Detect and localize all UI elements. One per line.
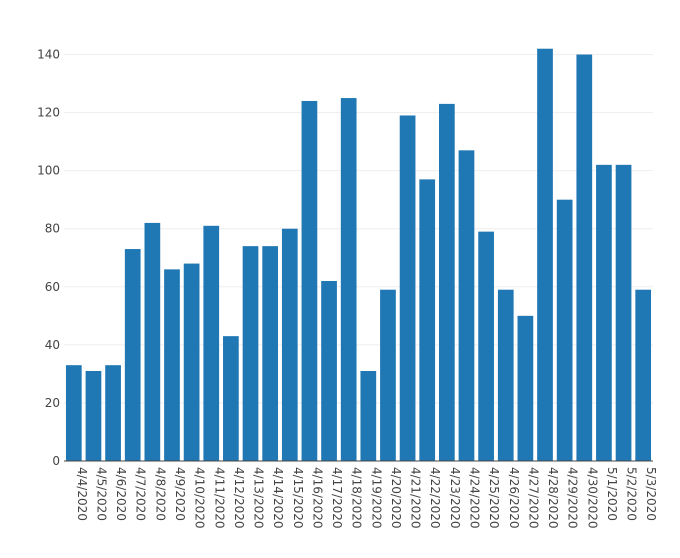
bar xyxy=(439,103,455,461)
bar xyxy=(105,365,121,461)
x-tick-label: 4/7/2020 xyxy=(134,467,148,521)
bar xyxy=(635,289,652,461)
x-tick-label: 4/5/2020 xyxy=(94,467,108,521)
bar xyxy=(360,370,377,461)
bar xyxy=(183,263,200,461)
x-tick-label: 4/10/2020 xyxy=(193,467,207,529)
x-tick-label: 4/22/2020 xyxy=(428,467,442,529)
y-tick-label: 120 xyxy=(37,106,60,120)
x-tick-label: 4/21/2020 xyxy=(409,467,423,529)
bar xyxy=(497,289,514,461)
x-tick-label: 4/16/2020 xyxy=(310,467,324,529)
bar xyxy=(478,231,494,461)
x-tick-label: 4/20/2020 xyxy=(389,467,403,529)
x-tick-label: 4/23/2020 xyxy=(448,467,462,529)
x-tick-label: 4/18/2020 xyxy=(350,467,364,529)
bar xyxy=(124,249,141,461)
bar xyxy=(576,54,593,462)
y-tick-label: 60 xyxy=(45,280,60,294)
x-tick-label: 4/17/2020 xyxy=(330,467,344,529)
x-tick-label: 4/19/2020 xyxy=(369,467,383,529)
bar xyxy=(301,100,318,461)
x-tick-label: 4/30/2020 xyxy=(585,467,599,529)
bar xyxy=(556,199,573,461)
x-tick-label: 5/3/2020 xyxy=(644,467,658,521)
x-tick-label: 4/13/2020 xyxy=(252,467,266,529)
x-tick-label: 4/9/2020 xyxy=(173,467,187,521)
bar xyxy=(458,150,475,461)
bar xyxy=(144,222,161,461)
bar xyxy=(242,246,259,461)
bar xyxy=(321,280,337,461)
y-axis-ticks: 0 20 40 60 80 100 120 140 xyxy=(37,48,60,468)
x-tick-label: 4/24/2020 xyxy=(467,467,481,529)
gridlines xyxy=(64,54,653,404)
bar xyxy=(85,370,102,461)
x-tick-label: 4/6/2020 xyxy=(114,467,128,521)
x-tick-label: 4/4/2020 xyxy=(75,467,89,521)
bar xyxy=(223,336,239,461)
bar xyxy=(399,115,416,462)
bar xyxy=(262,246,279,461)
y-tick-label: 140 xyxy=(37,48,60,62)
x-tick-label: 4/26/2020 xyxy=(507,467,521,529)
x-tick-label: 4/27/2020 xyxy=(526,467,540,529)
x-tick-label: 4/12/2020 xyxy=(232,467,246,529)
bars xyxy=(65,48,652,462)
x-axis-ticks: 4/4/2020 4/5/2020 4/6/2020 4/7/2020 4/8/2020… xyxy=(75,467,658,529)
x-tick-label: 4/8/2020 xyxy=(153,467,167,521)
y-tick-label: 20 xyxy=(45,396,60,410)
bar xyxy=(281,228,298,461)
bar xyxy=(380,289,396,461)
x-tick-label: 4/29/2020 xyxy=(566,467,580,529)
bar xyxy=(615,164,632,461)
bar xyxy=(65,365,82,461)
x-tick-label: 4/28/2020 xyxy=(546,467,560,529)
y-tick-label: 100 xyxy=(37,164,60,178)
x-tick-label: 4/11/2020 xyxy=(212,467,226,529)
y-tick-label: 80 xyxy=(45,222,60,236)
bar xyxy=(517,315,534,461)
x-tick-label: 4/15/2020 xyxy=(291,467,305,529)
bar xyxy=(419,179,436,461)
bar xyxy=(340,98,357,461)
x-tick-label: 5/1/2020 xyxy=(605,467,619,521)
y-tick-label: 40 xyxy=(45,338,60,352)
x-tick-label: 4/25/2020 xyxy=(487,467,501,529)
x-tick-label: 5/2/2020 xyxy=(625,467,639,521)
bar xyxy=(164,269,180,461)
x-tick-label: 4/14/2020 xyxy=(271,467,285,529)
bar xyxy=(596,164,612,461)
bar xyxy=(203,225,220,461)
bar xyxy=(537,48,553,462)
y-tick-label: 0 xyxy=(52,454,60,468)
